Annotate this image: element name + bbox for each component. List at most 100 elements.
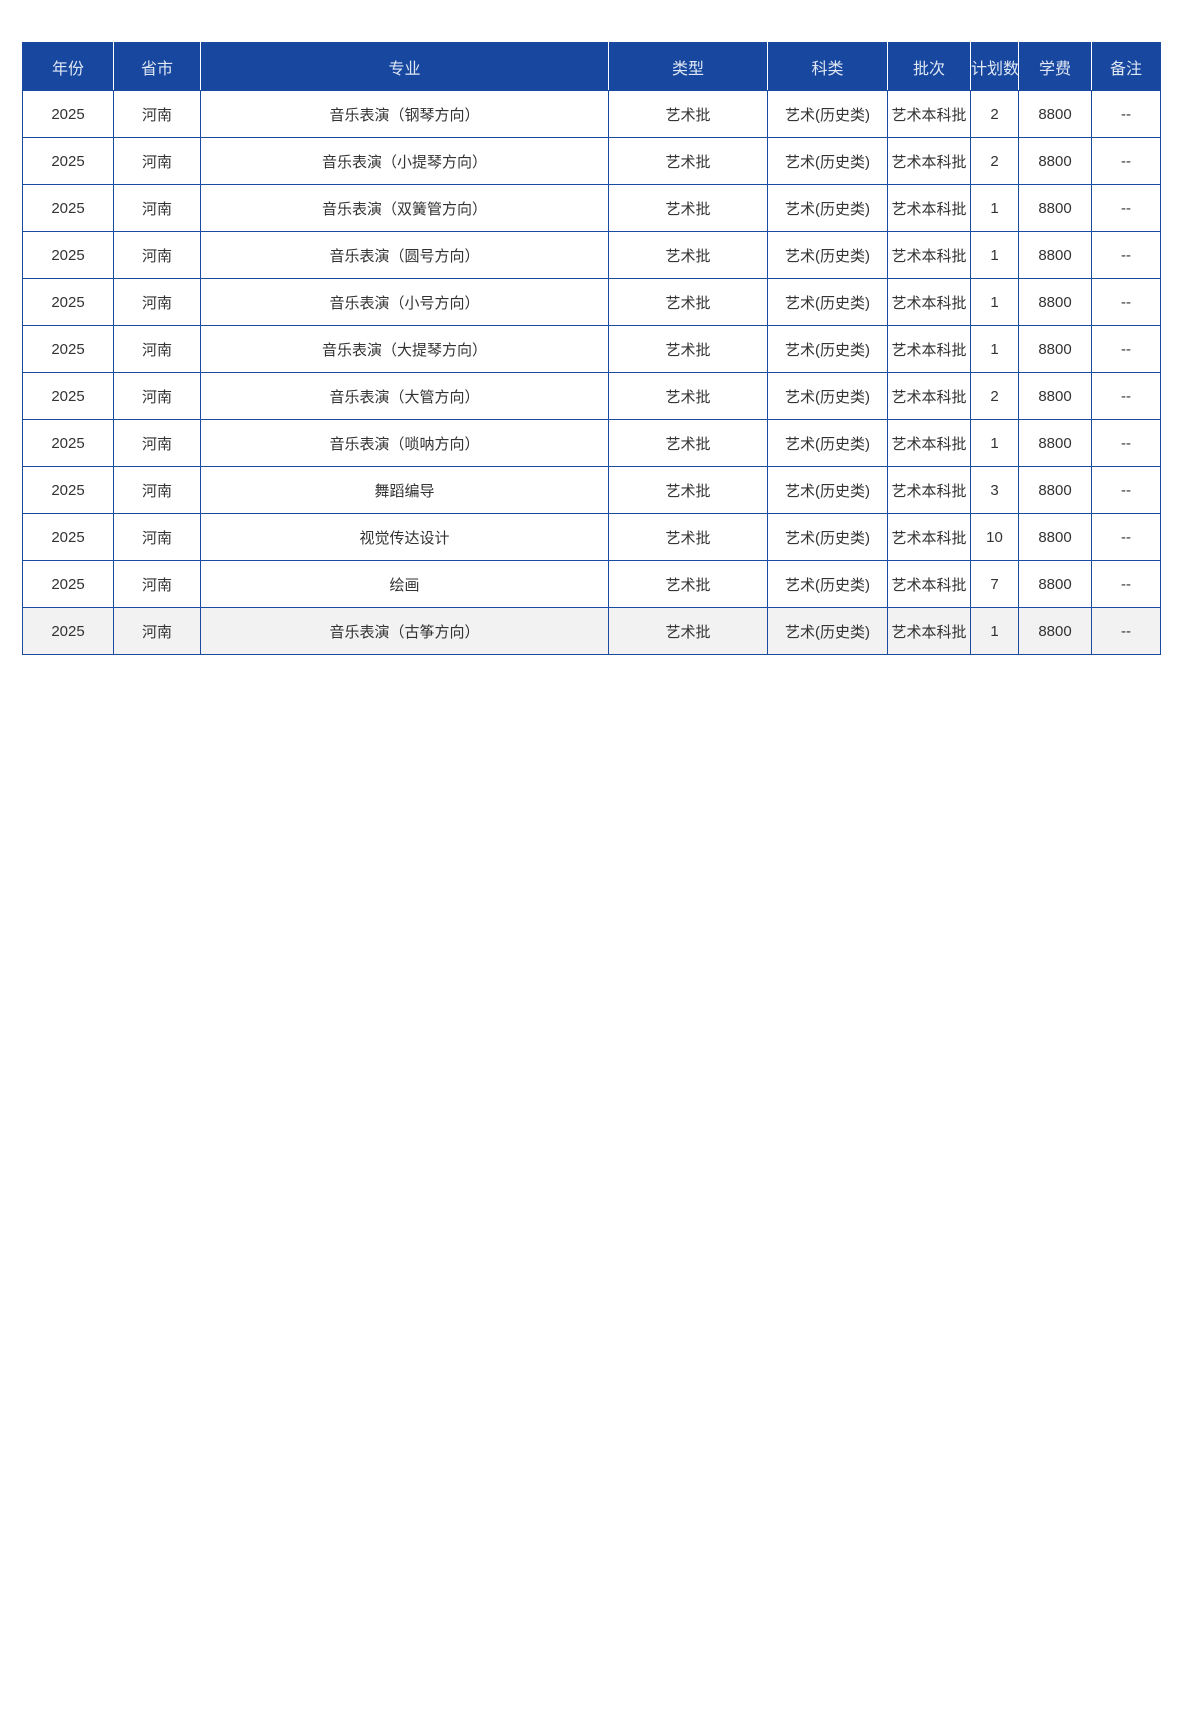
cell-subject: 艺术(历史类) — [767, 231, 888, 279]
cell-remark: -- — [1091, 560, 1161, 608]
cell-year: 2025 — [22, 466, 114, 514]
cell-subject: 艺术(历史类) — [767, 419, 888, 467]
cell-major: 音乐表演（大管方向） — [200, 372, 609, 420]
cell-remark: -- — [1091, 466, 1161, 514]
cell-type: 艺术批 — [608, 560, 768, 608]
cell-remark: -- — [1091, 184, 1161, 232]
cell-plan_count: 3 — [970, 466, 1019, 514]
cell-subject: 艺术(历史类) — [767, 184, 888, 232]
cell-tuition: 8800 — [1018, 137, 1092, 185]
cell-year: 2025 — [22, 231, 114, 279]
cell-subject: 艺术(历史类) — [767, 278, 888, 326]
cell-batch: 艺术本科批 — [887, 419, 971, 467]
cell-major: 音乐表演（钢琴方向） — [200, 90, 609, 138]
cell-major: 音乐表演（小提琴方向） — [200, 137, 609, 185]
cell-province: 河南 — [113, 607, 201, 655]
cell-plan_count: 2 — [970, 90, 1019, 138]
cell-type: 艺术批 — [608, 137, 768, 185]
cell-plan_count: 1 — [970, 278, 1019, 326]
cell-year: 2025 — [22, 607, 114, 655]
cell-batch: 艺术本科批 — [887, 560, 971, 608]
cell-plan_count: 1 — [970, 607, 1019, 655]
cell-tuition: 8800 — [1018, 325, 1092, 373]
header-cell-plan_count: 计划数 — [970, 42, 1019, 91]
cell-province: 河南 — [113, 137, 201, 185]
cell-major: 绘画 — [200, 560, 609, 608]
cell-batch: 艺术本科批 — [887, 513, 971, 561]
cell-subject: 艺术(历史类) — [767, 325, 888, 373]
header-cell-remark: 备注 — [1091, 42, 1161, 91]
cell-remark: -- — [1091, 325, 1161, 373]
cell-type: 艺术批 — [608, 90, 768, 138]
cell-subject: 艺术(历史类) — [767, 137, 888, 185]
cell-province: 河南 — [113, 325, 201, 373]
cell-batch: 艺术本科批 — [887, 607, 971, 655]
cell-tuition: 8800 — [1018, 372, 1092, 420]
cell-type: 艺术批 — [608, 372, 768, 420]
cell-plan_count: 1 — [970, 184, 1019, 232]
table-row: 2025 河南 音乐表演（大提琴方向） 艺术批 艺术(历史类) 艺术本科批 1 8800 -- — [22, 325, 1161, 373]
cell-subject: 艺术(历史类) — [767, 607, 888, 655]
cell-batch: 艺术本科批 — [887, 231, 971, 279]
cell-province: 河南 — [113, 513, 201, 561]
cell-major: 舞蹈编导 — [200, 466, 609, 514]
cell-plan_count: 7 — [970, 560, 1019, 608]
cell-remark: -- — [1091, 513, 1161, 561]
cell-subject: 艺术(历史类) — [767, 372, 888, 420]
cell-province: 河南 — [113, 419, 201, 467]
cell-year: 2025 — [22, 90, 114, 138]
cell-plan_count: 2 — [970, 372, 1019, 420]
cell-plan_count: 1 — [970, 325, 1019, 373]
cell-tuition: 8800 — [1018, 419, 1092, 467]
cell-subject: 艺术(历史类) — [767, 466, 888, 514]
header-cell-major: 专业 — [200, 42, 609, 91]
cell-major: 音乐表演（古筝方向） — [200, 607, 609, 655]
cell-tuition: 8800 — [1018, 90, 1092, 138]
cell-batch: 艺术本科批 — [887, 90, 971, 138]
table-row: 2025 河南 音乐表演（圆号方向） 艺术批 艺术(历史类) 艺术本科批 1 8800 -- — [22, 231, 1161, 279]
cell-province: 河南 — [113, 278, 201, 326]
cell-batch: 艺术本科批 — [887, 137, 971, 185]
cell-batch: 艺术本科批 — [887, 372, 971, 420]
cell-remark: -- — [1091, 137, 1161, 185]
table-row: 2025 河南 音乐表演（双簧管方向） 艺术批 艺术(历史类) 艺术本科批 1 8800 -- — [22, 184, 1161, 232]
cell-province: 河南 — [113, 90, 201, 138]
admission-plan-table: 年份 省市 专业 类型 科类 批次 计划数 学费 备注 2025 河南 音乐表演（钢琴方向） 艺术批艺… — [22, 42, 1161, 655]
table-row: 2025 河南 舞蹈编导 艺术批 艺术(历史类) 艺术本科批 3 8800 -- — [22, 466, 1161, 514]
cell-plan_count: 1 — [970, 419, 1019, 467]
table-row: 2025 河南 绘画 艺术批 艺术(历史类) 艺术本科批 7 8800 -- — [22, 560, 1161, 608]
cell-year: 2025 — [22, 325, 114, 373]
cell-remark: -- — [1091, 419, 1161, 467]
cell-type: 艺术批 — [608, 513, 768, 561]
table-row: 2025 河南 音乐表演（唢呐方向） 艺术批 艺术(历史类) 艺术本科批 1 8800 -- — [22, 419, 1161, 467]
cell-type: 艺术批 — [608, 466, 768, 514]
cell-subject: 艺术(历史类) — [767, 513, 888, 561]
header-cell-subject: 科类 — [767, 42, 888, 91]
cell-year: 2025 — [22, 137, 114, 185]
cell-subject: 艺术(历史类) — [767, 560, 888, 608]
cell-province: 河南 — [113, 560, 201, 608]
cell-major: 视觉传达设计 — [200, 513, 609, 561]
table-header: 年份 省市 专业 类型 科类 批次 计划数 学费 备注 — [22, 42, 1161, 91]
cell-batch: 艺术本科批 — [887, 184, 971, 232]
cell-year: 2025 — [22, 513, 114, 561]
header-cell-batch: 批次 — [887, 42, 971, 91]
cell-subject: 艺术(历史类) — [767, 90, 888, 138]
cell-plan_count: 2 — [970, 137, 1019, 185]
cell-type: 艺术批 — [608, 231, 768, 279]
cell-type: 艺术批 — [608, 607, 768, 655]
cell-province: 河南 — [113, 184, 201, 232]
cell-tuition: 8800 — [1018, 231, 1092, 279]
table-row: 2025 河南 音乐表演（小号方向） 艺术批 艺术(历史类) 艺术本科批 1 8800 -- — [22, 278, 1161, 326]
cell-plan_count: 1 — [970, 231, 1019, 279]
table-row: 2025 河南 音乐表演（古筝方向） 艺术批 艺术(历史类) 艺术本科批 1 8800 -- — [22, 607, 1161, 655]
cell-tuition: 8800 — [1018, 560, 1092, 608]
cell-tuition: 8800 — [1018, 607, 1092, 655]
cell-province: 河南 — [113, 231, 201, 279]
cell-batch: 艺术本科批 — [887, 278, 971, 326]
cell-major: 音乐表演（大提琴方向） — [200, 325, 609, 373]
cell-major: 音乐表演（圆号方向） — [200, 231, 609, 279]
cell-tuition: 8800 — [1018, 466, 1092, 514]
cell-major: 音乐表演（双簧管方向） — [200, 184, 609, 232]
cell-type: 艺术批 — [608, 419, 768, 467]
